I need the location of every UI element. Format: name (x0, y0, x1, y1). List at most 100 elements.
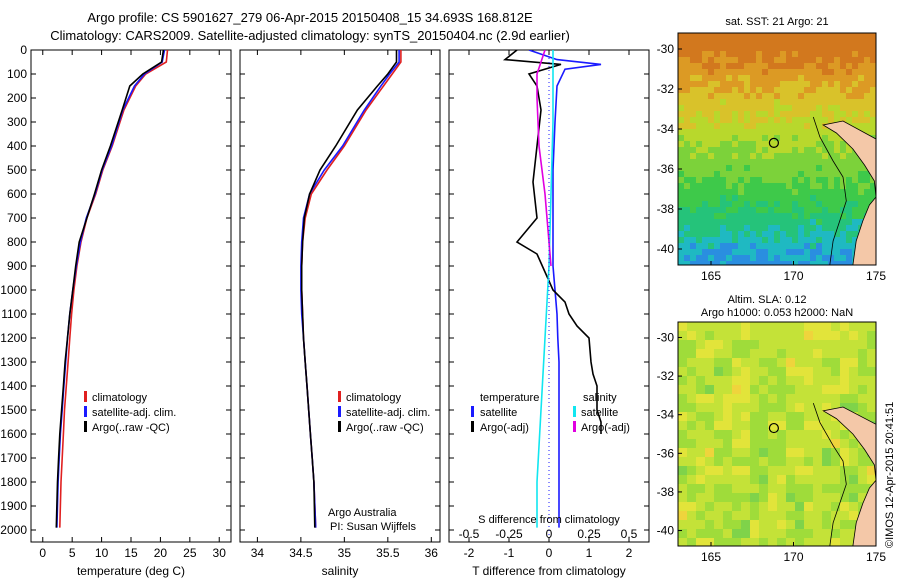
legend-swatch-climatology (84, 391, 87, 402)
map-cell (750, 261, 757, 265)
map-cell (750, 195, 757, 202)
map-cell (834, 261, 841, 265)
map-cell (690, 135, 697, 142)
map-cell (696, 117, 703, 124)
map-cell (804, 33, 811, 40)
map-cell (678, 243, 685, 250)
map-cell (696, 33, 703, 40)
map-cell (858, 322, 868, 332)
map-cell (813, 529, 823, 539)
map-cell (696, 421, 706, 431)
map-cell (804, 105, 811, 112)
map-cell (777, 448, 787, 458)
map-cell (813, 475, 823, 485)
map-cell (792, 45, 799, 52)
map-cell (834, 153, 841, 160)
map-cell (849, 493, 859, 503)
map-cell (846, 237, 853, 244)
map-cell (795, 502, 805, 512)
map-cell (750, 376, 760, 386)
map-cell (678, 249, 685, 256)
map-cell (768, 484, 778, 494)
map-cell (708, 171, 715, 178)
map-cell (705, 439, 715, 449)
map-cell (750, 57, 757, 64)
map-cell (849, 340, 859, 350)
map-cell (858, 63, 865, 70)
map-cell (822, 87, 829, 94)
map-cell (795, 349, 805, 359)
map-cell (786, 457, 796, 467)
map-cell (852, 75, 859, 82)
map-cell (864, 183, 871, 190)
salinity-axis-label: salinity (322, 564, 359, 578)
map-cell (810, 201, 817, 208)
map-cell (714, 243, 721, 250)
map-cell (786, 520, 796, 530)
map-cell (813, 466, 823, 476)
map-cell (678, 39, 685, 46)
map-cell (828, 111, 835, 118)
map-cell (774, 75, 781, 82)
map-cell (726, 87, 733, 94)
map-cell (744, 75, 751, 82)
map-cell (714, 529, 724, 539)
map-cell (690, 159, 697, 166)
map-cell (852, 93, 859, 100)
map-cell (696, 207, 703, 214)
map-cell (726, 195, 733, 202)
map-cell (816, 231, 823, 238)
map-cell (678, 165, 685, 172)
map-cell (816, 105, 823, 112)
map-cell (678, 403, 688, 413)
map-cell (852, 171, 859, 178)
map-cell (762, 159, 769, 166)
map-cell (792, 39, 799, 46)
map-cell (798, 69, 805, 76)
map-cell (750, 207, 757, 214)
map-cell (786, 195, 793, 202)
map-cell (834, 39, 841, 46)
map-cell (816, 129, 823, 136)
map-cell (756, 117, 763, 124)
map-cell (696, 412, 706, 422)
map-cell (744, 111, 751, 118)
map-cell (864, 45, 871, 52)
map-cell (816, 249, 823, 256)
map-cell (813, 394, 823, 404)
map-cell (804, 403, 814, 413)
map-cell (792, 249, 799, 256)
map-cell (732, 213, 739, 220)
map-cell (858, 105, 865, 112)
map-cell (858, 123, 865, 130)
map-cell (798, 93, 805, 100)
map-cell (852, 231, 859, 238)
map-cell (804, 225, 811, 232)
map-cell (726, 189, 733, 196)
map-y-tick-label: -36 (657, 162, 675, 176)
map-cell (678, 195, 685, 202)
map-cell (732, 57, 739, 64)
map-cell (678, 261, 685, 265)
map-cell (750, 448, 760, 458)
imos-watermark: ©IMOS 12-Apr-2015 20:41:51 (884, 402, 896, 548)
map-cell (678, 358, 688, 368)
map-cell (738, 225, 745, 232)
map-cell (768, 99, 775, 106)
temperature-plot-frame (30, 49, 232, 543)
map-cell (696, 225, 703, 232)
map-cell (870, 99, 876, 106)
map-cell (708, 249, 715, 256)
map-cell (732, 376, 742, 386)
map-cell (690, 243, 697, 250)
map-cell (687, 412, 697, 422)
legend-swatch-sal-satellite (573, 406, 576, 417)
map-cell (690, 33, 697, 40)
map-cell (723, 511, 733, 521)
map-cell (777, 421, 787, 431)
map-cell (696, 141, 703, 148)
map-cell (705, 394, 715, 404)
map-cell (684, 93, 691, 100)
map-cell (723, 421, 733, 431)
map-cell (690, 213, 697, 220)
